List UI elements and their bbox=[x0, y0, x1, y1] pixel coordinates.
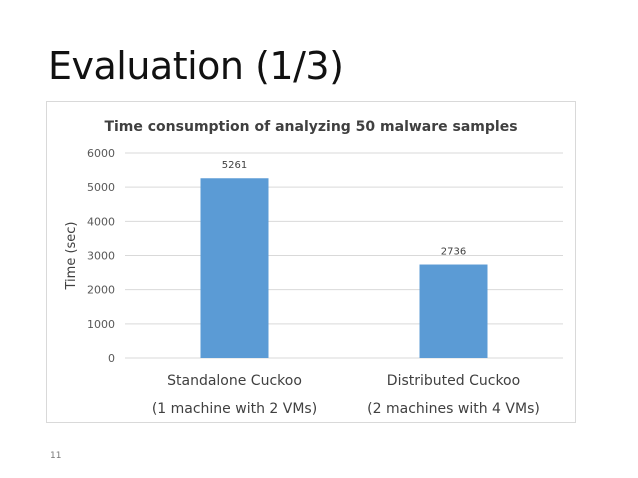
y-tick-label: 0 bbox=[108, 352, 115, 365]
y-axis-label: Time (sec) bbox=[64, 221, 79, 290]
x-category-label: Standalone Cuckoo bbox=[167, 373, 302, 389]
gridlines bbox=[125, 152, 563, 359]
y-tick-label: 4000 bbox=[87, 215, 115, 228]
y-tick-label: 5000 bbox=[87, 181, 115, 194]
bar-chart: Time consumption of analyzing 50 malware… bbox=[64, 119, 563, 417]
x-axis-categories: Standalone Cuckoo (1 machine with 2 VMs) D… bbox=[152, 373, 540, 417]
bar bbox=[200, 178, 269, 358]
chart-frame: Time consumption of analyzing 50 malware… bbox=[46, 101, 576, 423]
x-category-label: (2 machines with 4 VMs) bbox=[367, 401, 540, 417]
page-number: 11 bbox=[50, 451, 62, 461]
bars bbox=[200, 178, 488, 358]
bar bbox=[419, 264, 488, 358]
y-tick-label: 1000 bbox=[87, 318, 115, 331]
x-category-label: Distributed Cuckoo bbox=[387, 373, 520, 389]
data-label: 5261 bbox=[222, 160, 247, 171]
data-labels: 5261 2736 bbox=[222, 160, 466, 257]
x-category-label: (1 machine with 2 VMs) bbox=[152, 401, 317, 417]
y-axis-ticks: 0 1000 2000 3000 4000 5000 6000 bbox=[87, 147, 115, 365]
y-tick-label: 3000 bbox=[87, 250, 115, 263]
slide-title: Evaluation (1/3) bbox=[48, 44, 344, 88]
chart-title: Time consumption of analyzing 50 malware… bbox=[104, 119, 517, 135]
y-tick-label: 6000 bbox=[87, 147, 115, 160]
data-label: 2736 bbox=[441, 247, 466, 258]
y-tick-label: 2000 bbox=[87, 284, 115, 297]
